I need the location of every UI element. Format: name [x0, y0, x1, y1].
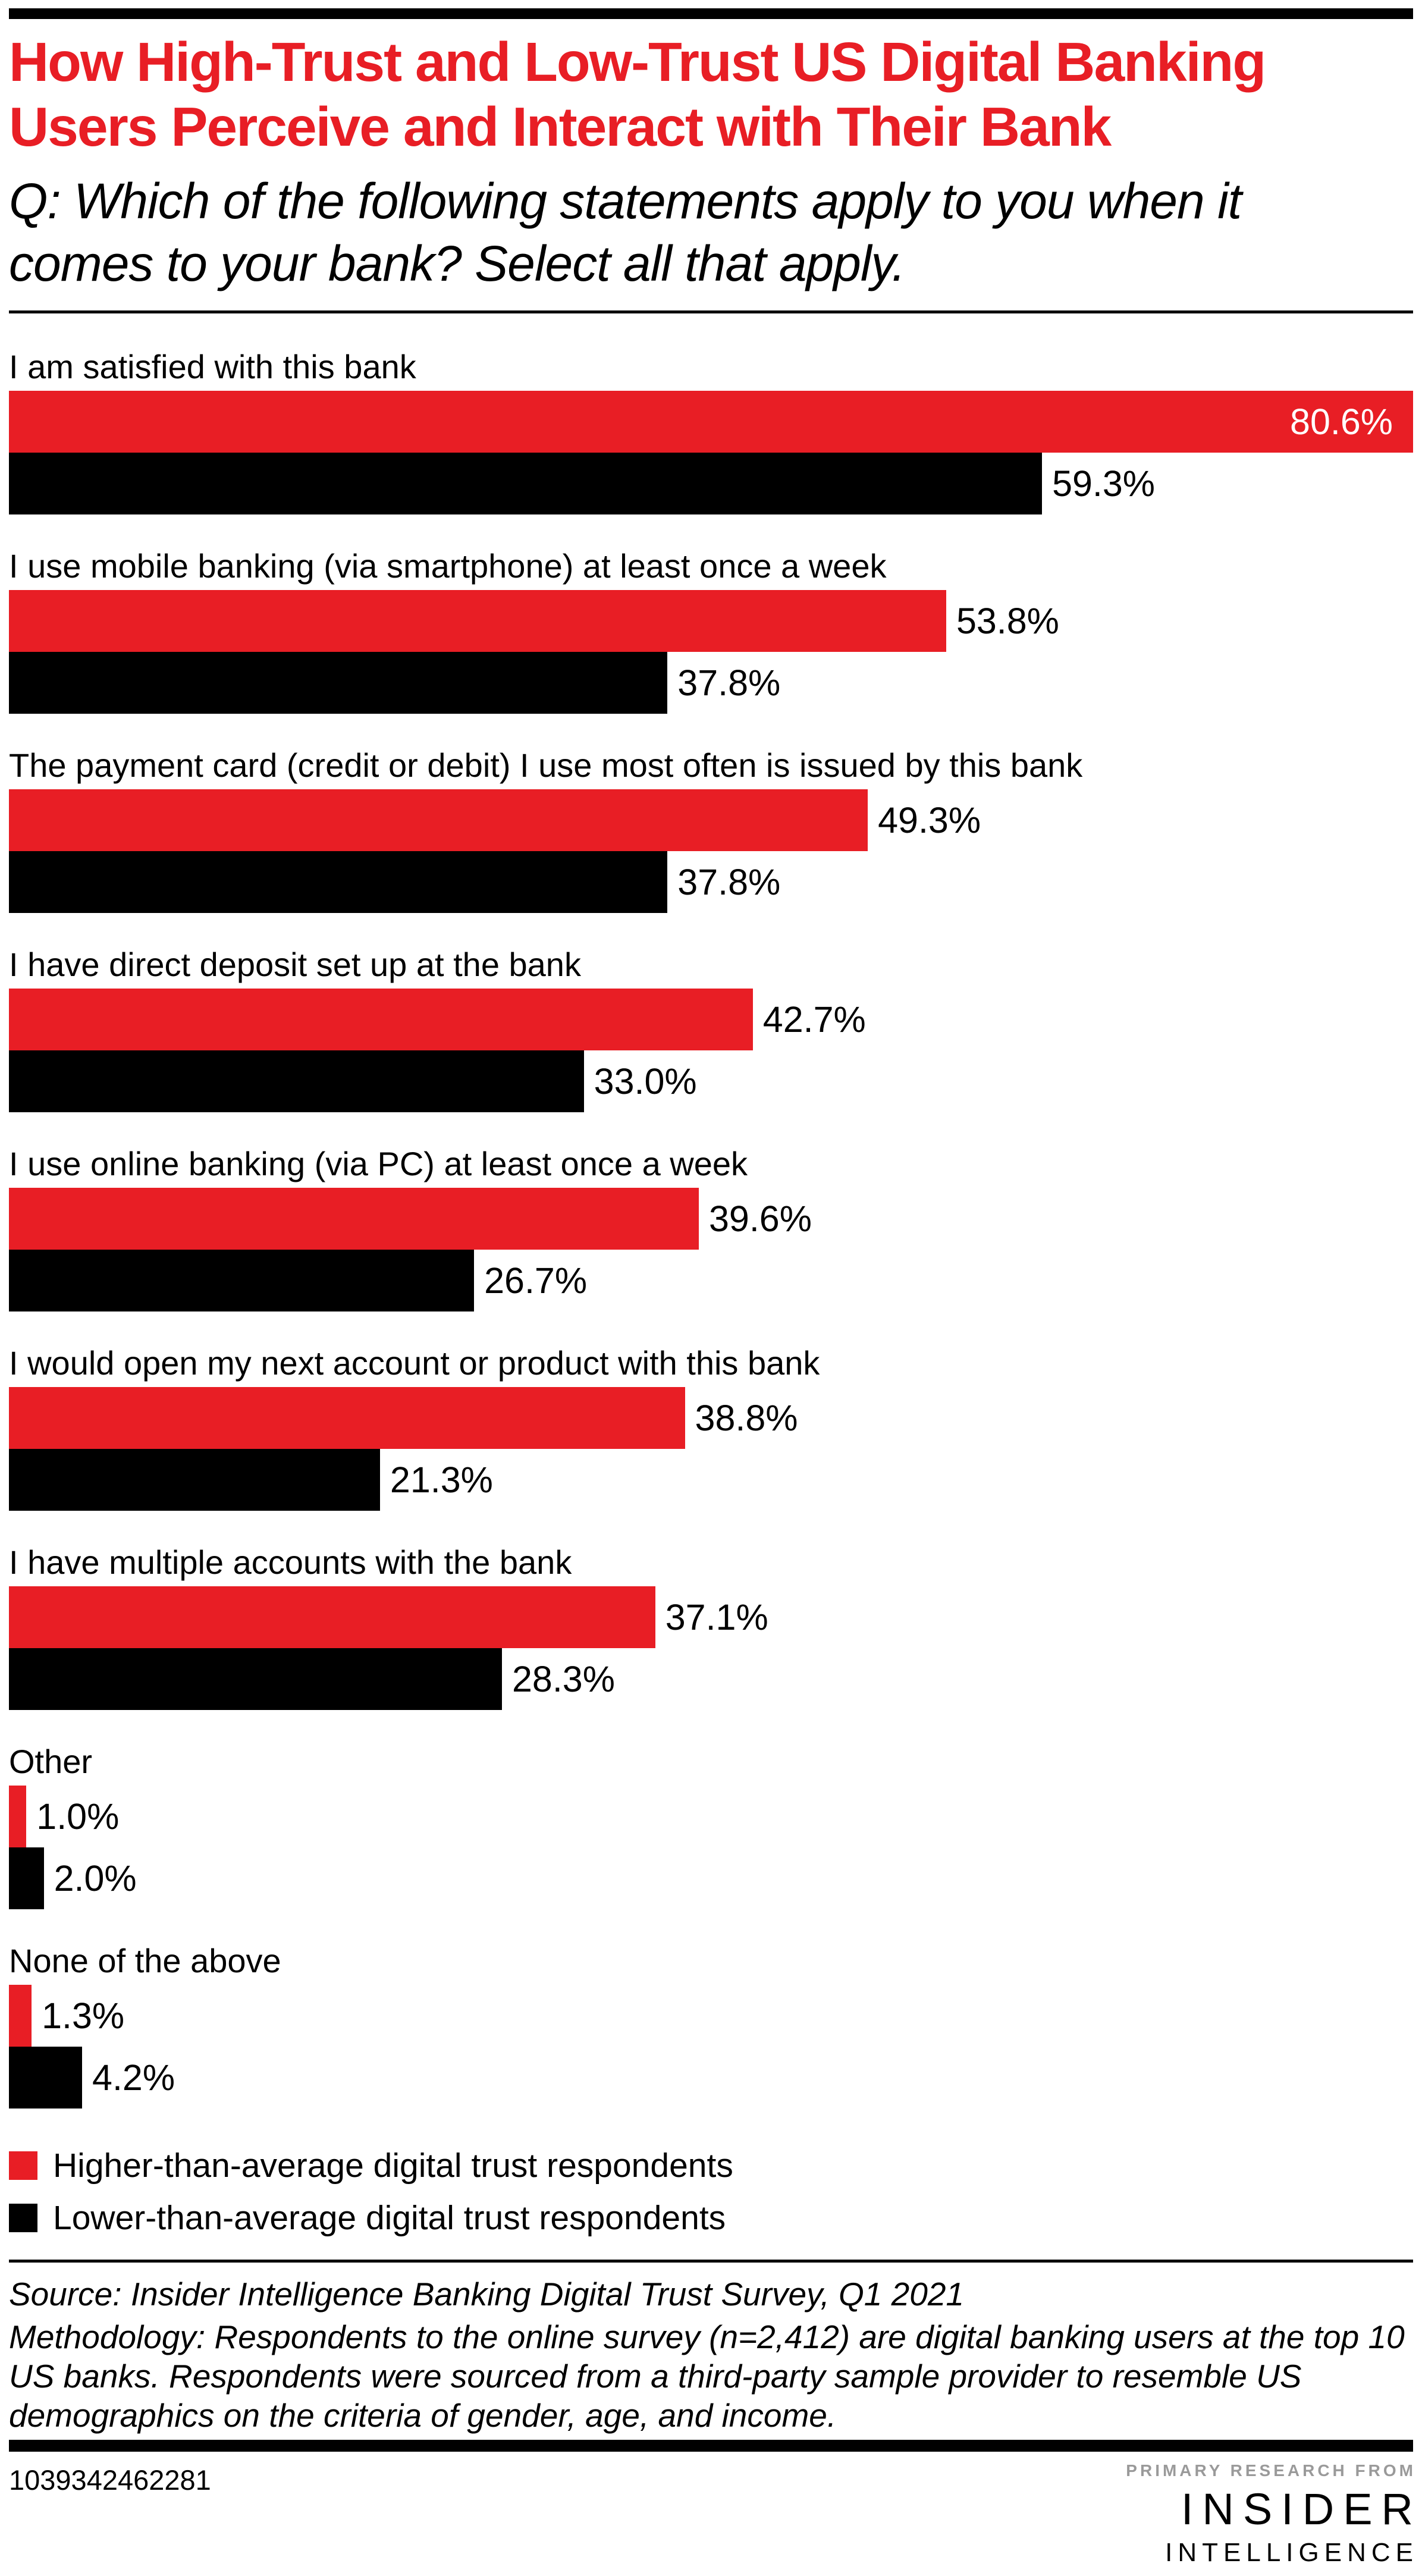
value-label: 37.1%: [665, 1596, 768, 1637]
legend-swatch-lower-trust-icon: [9, 2203, 37, 2232]
value-label: 59.3%: [1052, 463, 1156, 504]
bar-higher-trust: 80.6%: [9, 390, 1413, 453]
bar-higher-trust: [9, 789, 868, 851]
legend-label-lower-trust: Lower-than-average digital trust respond…: [53, 2198, 726, 2237]
brand-tagline: PRIMARY RESEARCH FROM: [1126, 2461, 1416, 2480]
category-label: Other: [9, 1742, 93, 1780]
bar-group: I use online banking (via PC) at least o…: [9, 1144, 1413, 1311]
value-label: 4.2%: [92, 2057, 175, 2098]
value-label: 26.7%: [484, 1260, 588, 1301]
value-label: 28.3%: [511, 1658, 615, 1699]
bar-row: 42.7%: [9, 988, 1413, 1050]
value-label: 39.6%: [708, 1198, 812, 1239]
bar-row: 38.8%: [9, 1386, 1413, 1449]
value-label: 2.0%: [54, 1858, 137, 1899]
survey-question: Q: Which of the following statements app…: [9, 172, 1242, 291]
value-label: 33.0%: [594, 1060, 697, 1102]
bar-row: 2.0%: [9, 1847, 1413, 1909]
value-label: 80.6%: [1290, 401, 1393, 442]
legend: Higher-than-average digital trust respon…: [9, 2145, 1413, 2238]
chart-title: How High-Trust and Low-Trust US Digital …: [9, 31, 1266, 158]
bar-row: 37.8%: [9, 651, 1413, 714]
category-label: I am satisfied with this bank: [9, 347, 416, 385]
bar-row: 39.6%: [9, 1187, 1413, 1250]
methodology-line: Methodology: Respondents to the online s…: [9, 2318, 1405, 2434]
header-divider: [9, 310, 1413, 313]
bar-lower-trust: [9, 1648, 502, 1710]
bar-group: None of the above 1.3% 4.2%: [9, 1941, 1413, 2109]
category-label: I have multiple accounts with the bank: [9, 1543, 572, 1581]
bar-lower-trust: [9, 2046, 83, 2109]
category-label: I use mobile banking (via smartphone) at…: [9, 547, 887, 585]
legend-swatch-higher-trust-icon: [9, 2151, 37, 2180]
bar-higher-trust: [9, 1187, 699, 1250]
bar-group: I am satisfied with this bank 80.6% 59.3%: [9, 347, 1413, 514]
bottom-accent-bar: [9, 2439, 1413, 2452]
category-label: I would open my next account or product …: [9, 1344, 820, 1382]
value-label: 37.8%: [677, 662, 781, 703]
legend-label-higher-trust: Higher-than-average digital trust respon…: [53, 2146, 733, 2185]
bar-lower-trust: [9, 1050, 584, 1112]
value-label: 53.8%: [956, 600, 1059, 641]
bar-higher-trust: [9, 1984, 32, 2047]
bar-row: 49.3%: [9, 789, 1413, 851]
bar-higher-trust: [9, 1586, 655, 1648]
category-label: None of the above: [9, 1941, 281, 1979]
footer: 1039342462281 PRIMARY RESEARCH FROM INSI…: [9, 2461, 1413, 2566]
bar-higher-trust: [9, 1785, 27, 1847]
category-label: The payment card (credit or debit) I use…: [9, 746, 1083, 784]
chart-id: 1039342462281: [9, 2464, 211, 2496]
bar-group: The payment card (credit or debit) I use…: [9, 745, 1413, 913]
bar-row: 28.3%: [9, 1648, 1413, 1710]
bar-row: 21.3%: [9, 1448, 1413, 1511]
source-line: Source: Insider Intelligence Banking Dig…: [9, 2275, 965, 2313]
bar-row: 59.3%: [9, 452, 1413, 514]
bar-group: I use mobile banking (via smartphone) at…: [9, 546, 1413, 714]
bar-lower-trust: [9, 651, 668, 714]
top-accent-bar: [9, 8, 1413, 19]
bar-lower-trust: [9, 452, 1043, 514]
bar-lower-trust: [9, 851, 668, 913]
brand-name-intelligence: INTELLIGENCE: [1165, 2537, 1418, 2567]
category-label: I have direct deposit set up at the bank: [9, 945, 581, 983]
bar-row: 26.7%: [9, 1249, 1413, 1311]
value-label: 21.3%: [390, 1459, 493, 1500]
value-label: 38.8%: [695, 1397, 798, 1438]
bar-row: 37.1%: [9, 1586, 1413, 1648]
bar-row: 37.8%: [9, 851, 1413, 913]
brand-block: PRIMARY RESEARCH FROM INSIDER INTELLIGEN…: [1126, 2461, 1413, 2566]
bar-group: Other 1.0% 2.0%: [9, 1742, 1413, 1909]
bar-group: I would open my next account or product …: [9, 1343, 1413, 1511]
bar-row: 1.3%: [9, 1984, 1413, 2047]
bar-row: 1.0%: [9, 1785, 1413, 1847]
value-label: 42.7%: [762, 999, 866, 1040]
value-label: 1.3%: [42, 1995, 125, 2036]
bar-chart: I am satisfied with this bank 80.6% 59.3% I…: [9, 347, 1413, 2109]
legend-item-lower-trust: Lower-than-average digital trust respond…: [9, 2198, 1413, 2238]
bar-row: 53.8%: [9, 589, 1413, 652]
value-label: 49.3%: [878, 799, 981, 840]
bar-lower-trust: [9, 1847, 44, 1909]
bar-row: 33.0%: [9, 1050, 1413, 1112]
bar-lower-trust: [9, 1448, 380, 1511]
value-label: 1.0%: [36, 1796, 120, 1837]
bar-row: 80.6%: [9, 390, 1413, 453]
bar-higher-trust: [9, 988, 753, 1050]
footnote-divider: [9, 2259, 1413, 2263]
bar-higher-trust: [9, 589, 946, 652]
legend-item-higher-trust: Higher-than-average digital trust respon…: [9, 2145, 1413, 2186]
bar-lower-trust: [9, 1249, 475, 1311]
brand-name-insider: INSIDER: [1181, 2484, 1422, 2534]
category-label: I use online banking (via PC) at least o…: [9, 1144, 748, 1182]
bar-higher-trust: [9, 1386, 685, 1449]
bar-group: I have direct deposit set up at the bank…: [9, 945, 1413, 1112]
value-label: 37.8%: [677, 861, 781, 902]
bar-row: 4.2%: [9, 2046, 1413, 2109]
bar-group: I have multiple accounts with the bank 37…: [9, 1542, 1413, 1710]
